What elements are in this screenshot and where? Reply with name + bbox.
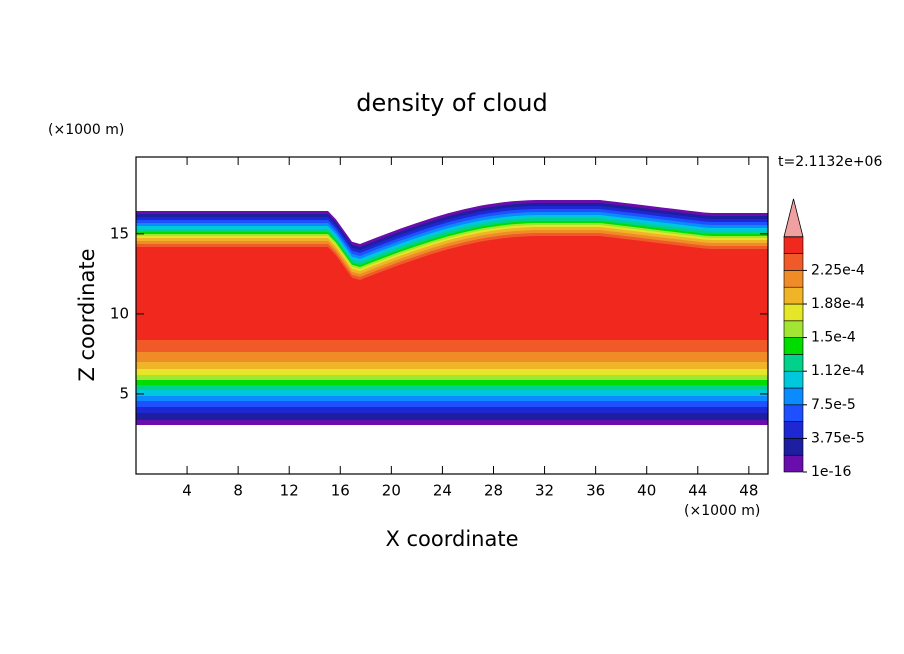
x-tick-label: 44 xyxy=(688,482,707,500)
colorbar-tick-label: 3.75e-5 xyxy=(811,430,865,446)
colorbar-tick-label: 1.5e-4 xyxy=(811,330,856,346)
colorbar-band xyxy=(783,303,804,322)
x-tick-label: 12 xyxy=(280,482,299,500)
colorbar-band xyxy=(783,270,804,288)
x-tick-label: 4 xyxy=(182,482,192,500)
y-tick-label: 10 xyxy=(110,304,129,322)
plot-frame xyxy=(135,156,769,475)
x-unit: (×1000 m) xyxy=(684,503,760,519)
x-tick-label: 20 xyxy=(382,482,401,500)
y-axis-label: Z coordinate xyxy=(75,248,99,381)
colorbar-band xyxy=(783,454,804,473)
x-tick-label: 8 xyxy=(233,482,243,500)
y-tick-label: 5 xyxy=(119,384,129,402)
chart-title: density of cloud xyxy=(356,89,547,117)
contour-band xyxy=(136,236,768,340)
y-unit: (×1000 m) xyxy=(48,122,124,138)
colorbar-band xyxy=(783,370,804,389)
colorbar-extend xyxy=(783,198,804,238)
colorbar-band xyxy=(783,438,804,456)
x-axis-label: X coordinate xyxy=(385,527,518,551)
colorbar-tick-label: 2.25e-4 xyxy=(811,262,865,278)
colorbar-band xyxy=(783,236,804,254)
contour-field xyxy=(136,200,768,425)
colorbar-band xyxy=(783,387,804,406)
x-tick-label: 28 xyxy=(484,482,503,500)
x-tick-label: 16 xyxy=(331,482,350,500)
time-label: t=2.1132e+06 xyxy=(778,154,882,170)
x-tick-label: 36 xyxy=(586,482,605,500)
colorbar-tick-label: 7.5e-5 xyxy=(811,397,856,413)
colorbar-band xyxy=(783,354,804,372)
colorbar-tick-label: 1.12e-4 xyxy=(811,363,865,379)
colorbar-band xyxy=(783,320,804,338)
colorbar-band xyxy=(783,404,804,422)
x-tick-label: 32 xyxy=(535,482,554,500)
x-tick-label: 48 xyxy=(739,482,758,500)
x-tick-label: 40 xyxy=(637,482,656,500)
colorbar-tick-label: 1e-16 xyxy=(811,464,851,480)
colorbar-band xyxy=(783,253,804,271)
colorbar-band xyxy=(783,421,804,439)
colorbar-tick-label: 1.88e-4 xyxy=(811,296,865,312)
colorbar-band xyxy=(783,286,804,305)
x-tick-label: 24 xyxy=(433,482,452,500)
y-tick-label: 15 xyxy=(110,224,129,242)
colorbar-band xyxy=(783,337,804,355)
